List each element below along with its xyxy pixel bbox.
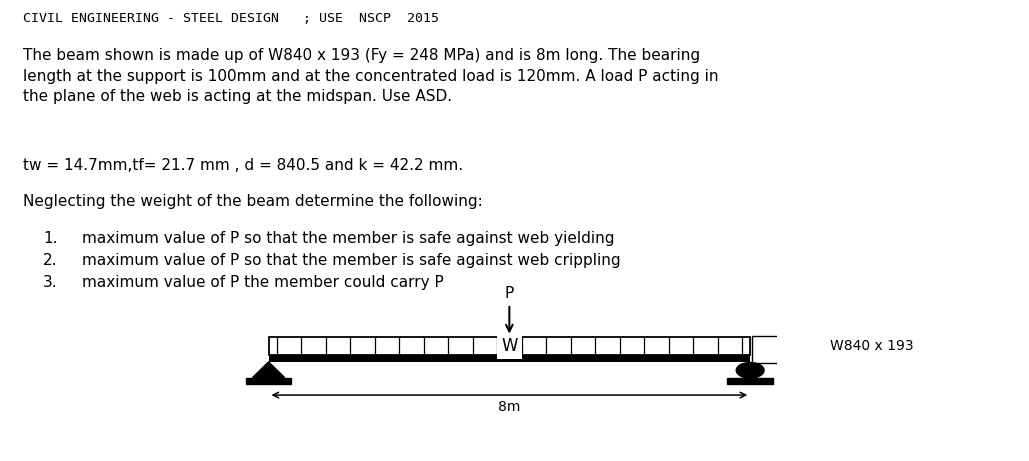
Text: 3.: 3.: [43, 275, 58, 290]
Text: 8m: 8m: [498, 401, 521, 414]
Text: CIVIL ENGINEERING - STEEL DESIGN   ; USE  NSCP  2015: CIVIL ENGINEERING - STEEL DESIGN ; USE N…: [23, 12, 438, 24]
Bar: [246, 378, 291, 384]
Bar: [728, 378, 773, 384]
Bar: [269, 355, 750, 362]
Bar: [269, 337, 750, 355]
Text: W: W: [501, 337, 518, 355]
Text: maximum value of P the member could carry P: maximum value of P the member could carr…: [82, 275, 445, 290]
Text: P: P: [505, 286, 513, 301]
Circle shape: [736, 362, 765, 378]
Text: tw = 14.7mm,tf= 21.7 mm , d = 840.5 and k = 42.2 mm.: tw = 14.7mm,tf= 21.7 mm , d = 840.5 and …: [23, 158, 463, 173]
Text: maximum value of P so that the member is safe against web crippling: maximum value of P so that the member is…: [82, 253, 620, 268]
Text: W840 x 193: W840 x 193: [829, 339, 914, 353]
Polygon shape: [252, 362, 285, 378]
Bar: [752, 336, 787, 363]
Text: 1.: 1.: [43, 230, 58, 246]
Text: Neglecting the weight of the beam determine the following:: Neglecting the weight of the beam determ…: [23, 194, 483, 209]
Text: The beam shown is made up of W840 x 193 (Fy = 248 MPa) and is 8m long. The beari: The beam shown is made up of W840 x 193 …: [23, 48, 718, 104]
Text: maximum value of P so that the member is safe against web yielding: maximum value of P so that the member is…: [82, 230, 614, 246]
Text: 2.: 2.: [43, 253, 58, 268]
